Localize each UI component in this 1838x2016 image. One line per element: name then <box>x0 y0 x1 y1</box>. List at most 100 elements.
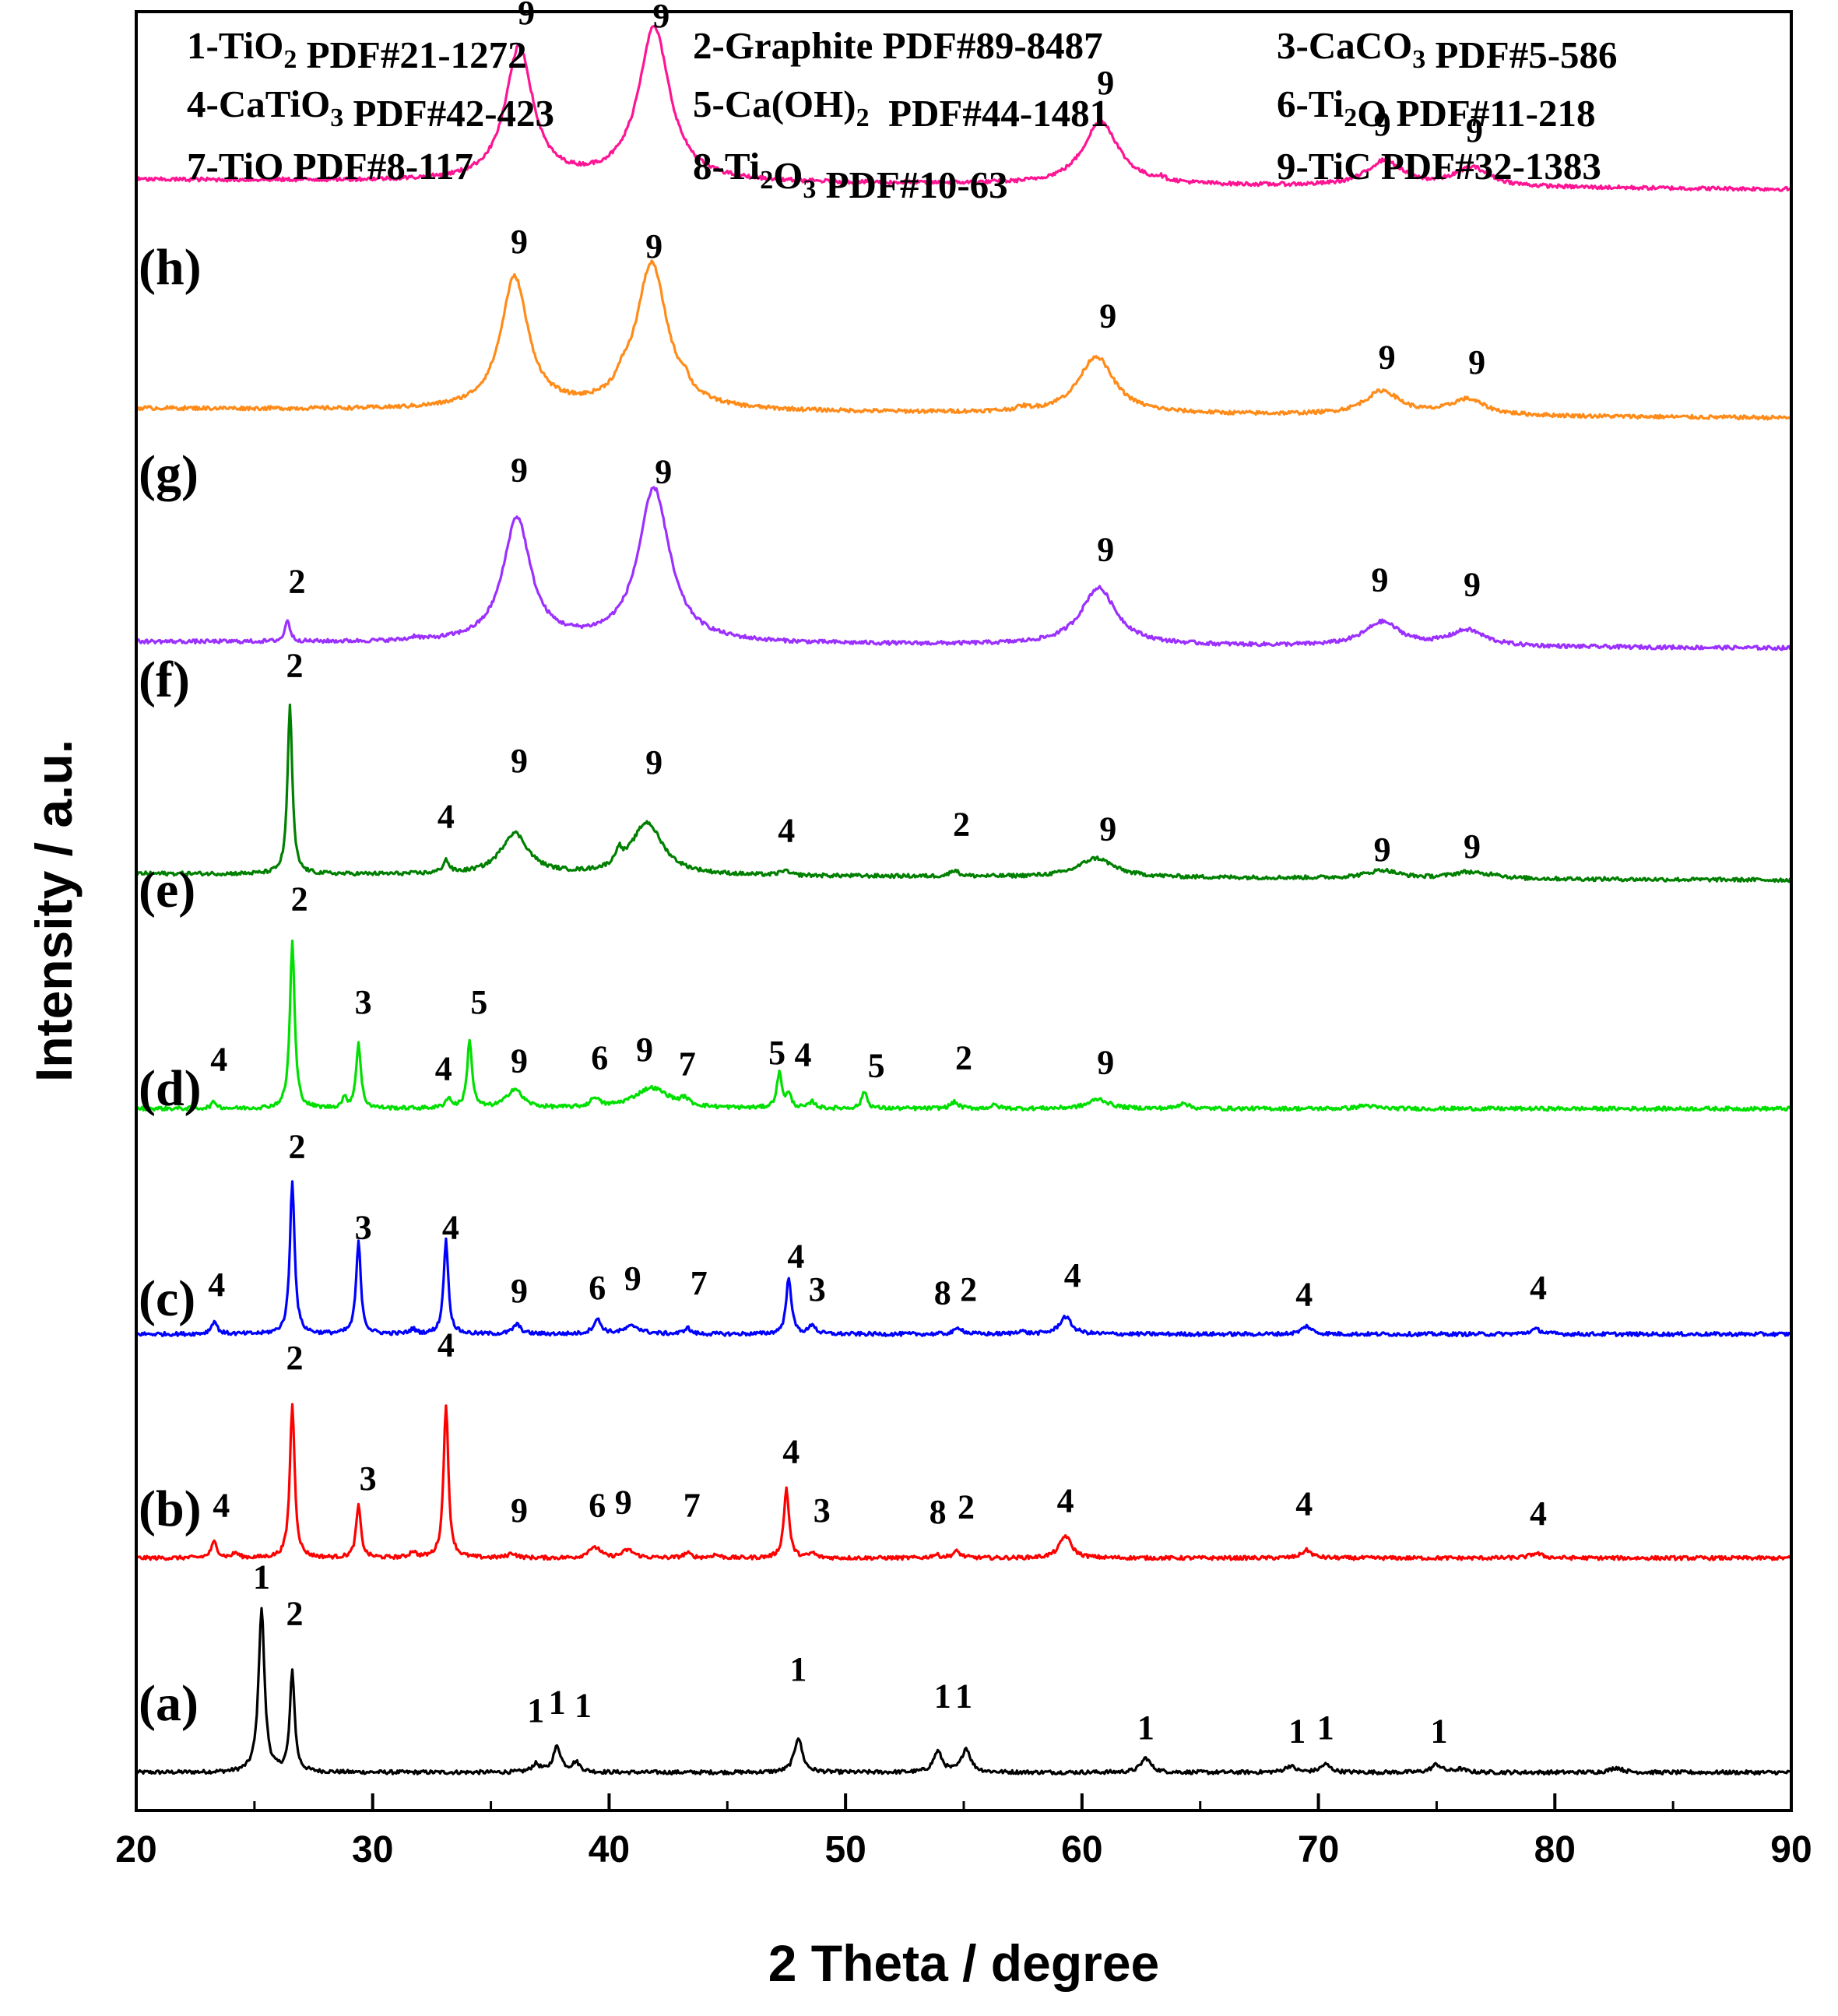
peak-label: 2 <box>286 647 304 685</box>
peak-label: 2 <box>953 806 970 844</box>
series-name-label: (g) <box>139 445 199 502</box>
peak-label: 9 <box>1374 105 1391 143</box>
legend-entry: 4-CaTiO3 PDF#42-423 <box>187 83 554 135</box>
peak-label: 9 <box>1099 810 1116 848</box>
legend: 1-TiO2 PDF#21-1272 2-Graphite PDF#89-8487… <box>187 24 1618 206</box>
series-name-layer: (a) (b) (c) (d) (e) (f) (g) (h) <box>139 239 202 1732</box>
x-tick-label: 30 <box>352 1829 393 1870</box>
peak-label: 1 <box>527 1691 544 1730</box>
peak-label: 4 <box>210 1040 227 1078</box>
peak-label: 1 <box>1288 1712 1306 1750</box>
peak-label: 1 <box>934 1677 951 1715</box>
peak-label: 3 <box>814 1491 831 1530</box>
peak-label: 4 <box>1295 1275 1313 1313</box>
peak-label: 9 <box>645 743 662 781</box>
series-line <box>135 486 1792 652</box>
peak-label: 1 <box>575 1687 592 1725</box>
peak-label: 4 <box>442 1209 459 1247</box>
series-line <box>135 1607 1792 1776</box>
series-name-label: (e) <box>139 862 195 918</box>
peak-label: 9 <box>511 223 528 261</box>
peak-label: 9 <box>1466 111 1483 149</box>
peak-label: 4 <box>795 1035 812 1073</box>
series-line <box>135 259 1793 421</box>
peak-label: 3 <box>360 1459 377 1498</box>
peak-label: 1 <box>955 1677 972 1715</box>
peak-label: 4 <box>787 1237 804 1275</box>
peak-label: 2 <box>289 562 306 600</box>
peak-label: 9 <box>511 742 528 780</box>
peak-label: 3 <box>809 1270 826 1308</box>
peak-label: 4 <box>438 797 455 835</box>
peak-label: 9 <box>624 1259 641 1298</box>
series-line <box>135 1403 1792 1561</box>
peak-label: 4 <box>208 1266 225 1304</box>
peak-label: 9 <box>1097 1044 1114 1082</box>
series-a <box>135 1607 1792 1776</box>
peak-label: 8 <box>930 1493 947 1531</box>
peak-label: 4 <box>438 1326 455 1364</box>
peak-label: 9 <box>1374 831 1391 869</box>
legend-entry: 2-Graphite PDF#89-8487 <box>693 24 1103 67</box>
series-name-label: (c) <box>139 1270 195 1327</box>
peak-label: 4 <box>1530 1269 1547 1307</box>
series-line <box>135 940 1792 1112</box>
peak-label: 9 <box>1464 827 1481 866</box>
peak-label: 1 <box>549 1684 566 1722</box>
legend-entry: 5-Ca(OH)2 PDF#44-1481 <box>693 83 1109 135</box>
peak-label: 2 <box>291 880 308 918</box>
peak-label: 1 <box>253 1558 270 1596</box>
peak-label: 4 <box>1295 1485 1313 1523</box>
legend-entry: 7-TiO PDF#8-117 <box>187 145 473 188</box>
peak-label: 7 <box>691 1264 708 1302</box>
peak-label: 4 <box>1064 1256 1081 1294</box>
peak-label: 9 <box>1097 64 1114 102</box>
series-c <box>135 1180 1793 1337</box>
x-tick-label: 60 <box>1061 1829 1102 1870</box>
legend-entry: 9-TiC PDF#32-1383 <box>1277 145 1601 188</box>
peak-label: 9 <box>1468 343 1485 381</box>
peak-label: 3 <box>355 1209 372 1247</box>
series-f <box>135 486 1792 652</box>
peak-label: 8 <box>934 1273 951 1312</box>
series-line <box>135 1180 1793 1337</box>
series-b <box>135 1403 1792 1561</box>
peak-label: 5 <box>868 1047 885 1085</box>
peak-label: 9 <box>511 1272 528 1310</box>
x-axis-label: 2 Theta / degree <box>768 1934 1160 1992</box>
x-tick-label: 40 <box>589 1829 630 1870</box>
peak-label: 7 <box>679 1045 696 1084</box>
peak-label: 2 <box>955 1038 972 1076</box>
peak-label: 2 <box>960 1270 977 1308</box>
x-tick-label: 80 <box>1534 1829 1576 1870</box>
peak-label: 1 <box>789 1650 807 1688</box>
peak-label: 9 <box>652 0 669 35</box>
legend-entry: 3-CaCO3 PDF#5-586 <box>1277 24 1618 76</box>
series-line <box>135 703 1793 883</box>
peak-label: 5 <box>768 1034 785 1072</box>
peak-label: 4 <box>1530 1494 1547 1533</box>
peak-label: 4 <box>1057 1482 1074 1520</box>
series-name-label: (a) <box>139 1675 199 1732</box>
peak-label: 4 <box>435 1050 452 1088</box>
series-layer <box>135 24 1793 1776</box>
peak-label: 9 <box>511 1491 528 1530</box>
peak-label: 7 <box>684 1487 701 1525</box>
peak-label: 1 <box>1137 1709 1154 1747</box>
peak-label: 9 <box>511 451 528 490</box>
peak-label: 9 <box>636 1031 653 1069</box>
peak-label: 2 <box>958 1488 975 1526</box>
peak-label: 4 <box>782 1432 800 1470</box>
x-tick-label: 70 <box>1298 1829 1339 1870</box>
peak-label: 9 <box>511 1041 528 1080</box>
peak-label: 1 <box>1431 1712 1448 1750</box>
peak-label: 6 <box>589 1269 606 1307</box>
peak-label: 3 <box>355 983 372 1021</box>
y-axis-label: Intensity / a.u. <box>25 739 83 1082</box>
peak-label: 4 <box>778 812 795 850</box>
x-tick-label: 90 <box>1770 1829 1812 1870</box>
peak-label: 6 <box>591 1038 608 1076</box>
